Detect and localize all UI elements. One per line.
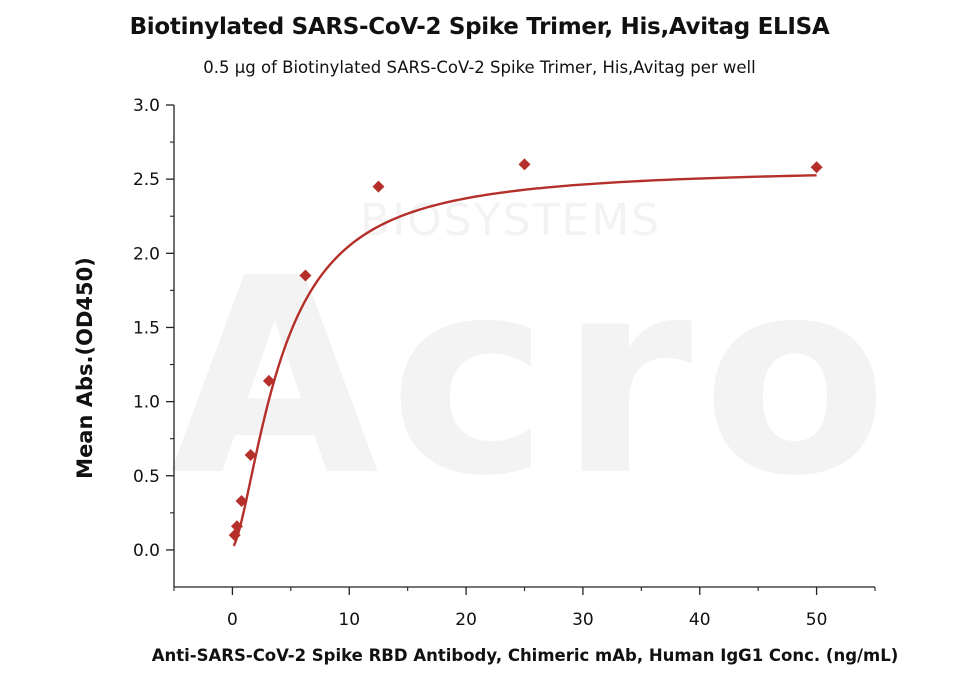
x-tick-label: 40 — [689, 610, 711, 630]
y-axis-label: Mean Abs.(OD450) — [73, 257, 97, 479]
y-tick-label: 1.0 — [133, 393, 160, 413]
y-ticks: 0.0 0.5 1.0 1.5 2.0 2.5 3.0 — [133, 96, 174, 561]
watermark-text: BIOSYSTEMS — [360, 195, 662, 246]
data-points — [228, 158, 823, 542]
y-tick-label: 2.5 — [133, 170, 160, 190]
data-point — [518, 158, 531, 171]
y-tick-label: 1.5 — [133, 318, 160, 338]
fit-curve — [232, 174, 817, 547]
data-point — [244, 449, 257, 462]
data-point — [262, 374, 275, 387]
data-point — [228, 529, 241, 542]
x-tick-label: 30 — [572, 610, 594, 630]
data-point — [299, 269, 312, 282]
data-point — [372, 180, 385, 193]
x-tick-label: 50 — [806, 610, 828, 630]
data-point — [810, 161, 823, 174]
data-point — [230, 520, 243, 533]
data-point — [235, 494, 248, 507]
x-tick-label: 20 — [455, 610, 477, 630]
x-tick-label: 0 — [227, 610, 238, 630]
y-tick-label: 0.0 — [133, 541, 160, 561]
x-axis-label: Anti-SARS-CoV-2 Spike RBD Antibody, Chim… — [151, 646, 899, 665]
watermark-logo: Acro — [170, 220, 898, 535]
x-ticks: 0 10 20 30 40 50 — [173, 587, 876, 630]
x-tick-label: 10 — [338, 610, 360, 630]
y-tick-label: 2.0 — [133, 244, 160, 264]
chart-subtitle: 0.5 μg of Biotinylated SARS-CoV-2 Spike … — [203, 58, 756, 77]
chart-title: Biotinylated SARS-CoV-2 Spike Trimer, Hi… — [129, 14, 830, 40]
y-tick-label: 3.0 — [133, 96, 160, 116]
y-tick-label: 0.5 — [133, 467, 160, 487]
